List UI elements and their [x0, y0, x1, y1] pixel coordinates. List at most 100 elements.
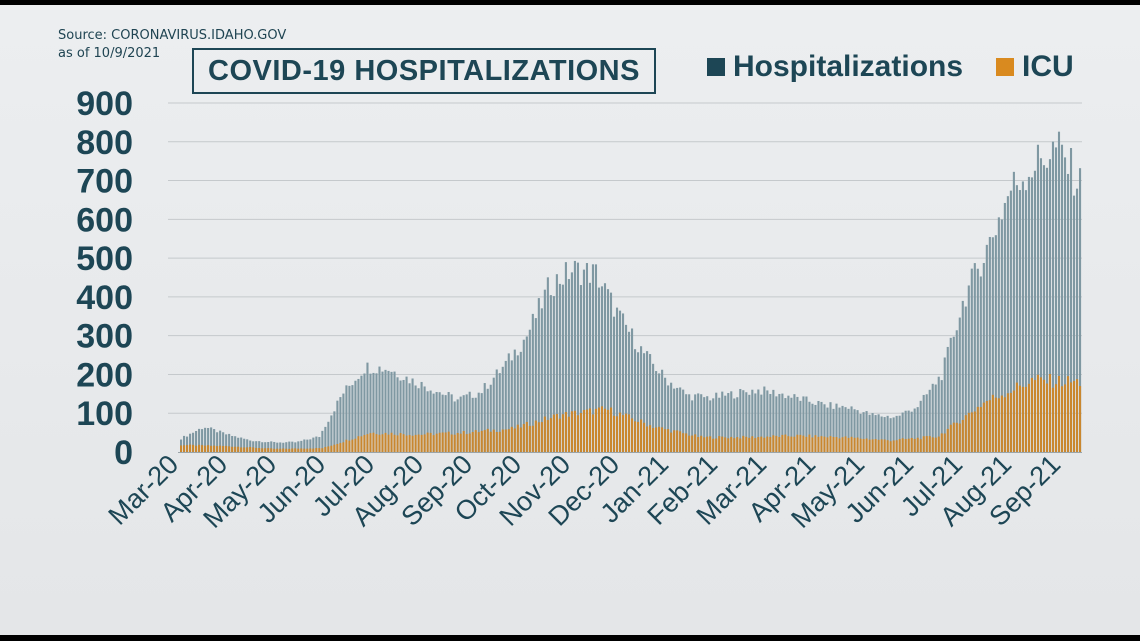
icu-bar	[561, 414, 564, 452]
icu-bar	[588, 408, 592, 452]
hospitalizations-bar	[766, 390, 769, 452]
hospitalizations-bar	[913, 408, 916, 452]
hospitalizations-bar	[895, 415, 898, 452]
hospitalizations-bar	[372, 372, 375, 452]
hospitalizations-bar	[718, 397, 721, 452]
hospitalizations-bar	[360, 375, 363, 452]
hospitalizations-bar	[186, 436, 189, 452]
icu-bar	[832, 437, 835, 452]
hospitalizations-bar	[525, 336, 528, 452]
hospitalizations-bar	[922, 394, 925, 452]
icu-bar	[444, 432, 447, 452]
hospitalizations-bar	[820, 401, 823, 452]
icu-bar	[600, 406, 604, 452]
legend-icu: ICU	[996, 50, 1074, 84]
icu-bar	[940, 433, 943, 452]
hospitalizations-bar	[369, 373, 372, 452]
icu-bar	[850, 436, 853, 452]
icu-bar	[841, 437, 844, 452]
hospitalizations-bar	[537, 298, 540, 452]
icu-bar	[1033, 380, 1036, 452]
hospitalizations-bar	[826, 407, 829, 452]
hospitalizations-bar	[730, 391, 733, 452]
icu-bar	[342, 442, 345, 452]
icu-bar	[685, 433, 688, 452]
hospitalizations-bar	[276, 442, 279, 452]
hospitalizations-bar	[510, 360, 513, 452]
hospitalizations-bar	[417, 388, 420, 452]
icu-bar	[772, 435, 775, 452]
hospitalizations-bar	[754, 393, 757, 452]
icu-bar	[219, 445, 222, 452]
hospitalizations-bar	[1045, 167, 1049, 452]
icu-bar	[207, 445, 210, 452]
icu-bar	[634, 421, 637, 452]
hospitalizations-bar	[760, 394, 763, 452]
icu-bar	[201, 445, 204, 452]
hospitalizations-bar	[997, 217, 1000, 452]
icu-bar	[1075, 379, 1079, 452]
icu-bar	[186, 445, 189, 452]
icu-bar	[549, 418, 552, 452]
icu-bar	[435, 433, 438, 452]
hospitalizations-bar	[600, 286, 604, 452]
hospitalizations-bar	[498, 373, 501, 452]
icu-bar	[375, 434, 378, 452]
hospitalizations-bar	[841, 405, 844, 452]
icu-bar	[345, 439, 348, 452]
icu-bar	[862, 439, 865, 452]
icu-bar	[426, 432, 429, 452]
hospitalizations-bar	[549, 295, 552, 452]
hospitalizations-bar	[823, 404, 826, 452]
source-text: Source: CORONAVIRUS.IDAHO.GOV	[58, 28, 287, 43]
hospitalizations-bar	[793, 394, 796, 452]
icu-bar	[477, 432, 480, 452]
legend-swatch-hospitalizations	[707, 58, 725, 76]
hospitalizations-bar	[859, 413, 862, 452]
hospitalizations-bar	[733, 398, 736, 452]
hospitalizations-bar	[658, 373, 661, 452]
icu-bar	[817, 436, 820, 452]
icu-bar	[1018, 385, 1021, 452]
icu-bar	[414, 434, 417, 452]
icu-bar	[970, 412, 973, 452]
hospitalizations-bar	[943, 357, 946, 452]
icu-bar	[474, 430, 477, 452]
hospitalizations-bar	[817, 400, 820, 452]
icu-bar	[402, 434, 405, 452]
hospitalizations-bar	[195, 430, 198, 452]
hospitalizations-bar	[339, 397, 342, 452]
icu-bar	[718, 436, 721, 452]
hospitalizations-bar	[787, 395, 790, 452]
hospitalizations-bar	[703, 397, 706, 452]
hospitalizations-bar	[267, 442, 270, 452]
hospitalizations-bar	[573, 260, 576, 452]
hospitalizations-bar	[558, 283, 561, 452]
hospitalizations-bar	[480, 393, 483, 452]
hospitalizations-bar	[531, 313, 534, 452]
legend-swatch-icu	[996, 58, 1014, 76]
hospitalizations-bar	[213, 429, 216, 452]
hospitalizations-bar	[624, 324, 628, 452]
hospitalizations-bar	[1057, 131, 1061, 452]
hospitalizations-bar	[216, 432, 219, 452]
y-tick-label: 300	[76, 318, 133, 356]
icu-bar	[760, 436, 763, 452]
y-tick-label: 800	[76, 124, 133, 162]
icu-bar	[564, 412, 567, 452]
hospitalizations-bar	[516, 355, 519, 452]
icu-bar	[1021, 386, 1024, 452]
icu-bar	[871, 439, 874, 452]
icu-bar	[811, 437, 814, 452]
icu-bar	[1039, 377, 1043, 452]
icu-bar	[1057, 375, 1061, 452]
hospitalizations-bar	[685, 394, 688, 452]
hospitalizations-bar	[724, 395, 727, 452]
icu-bar	[721, 436, 724, 452]
hospitalizations-bar	[594, 264, 598, 452]
icu-bar	[312, 448, 315, 452]
hospitalizations-bar	[300, 440, 303, 452]
icu-bar	[372, 432, 375, 452]
icu-bar	[922, 436, 925, 452]
hospitalizations-bar	[588, 282, 592, 452]
